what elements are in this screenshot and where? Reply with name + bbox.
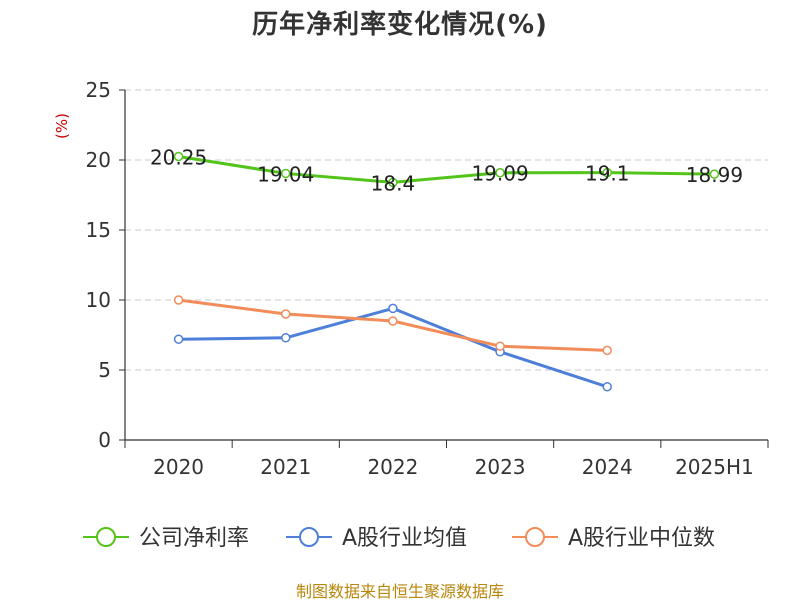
- x-tick-label: 2025H1: [675, 455, 754, 479]
- y-axis-label: (%): [53, 113, 71, 139]
- data-label: 19.09: [471, 162, 528, 186]
- legend-marker: [96, 527, 116, 547]
- grid-lines: [125, 89, 768, 371]
- data-source: 制图数据来自恒生聚源数据库: [295, 582, 504, 601]
- y-tick-label: 25: [86, 78, 111, 102]
- legend-label: A股行业中位数: [568, 526, 715, 551]
- x-tick-label: 2022: [367, 455, 418, 479]
- data-point: [173, 295, 184, 305]
- y-tick-label: 20: [86, 148, 111, 172]
- data-label: 19.1: [585, 162, 630, 186]
- data-point: [495, 341, 505, 351]
- y-tick-label: 5: [98, 358, 111, 382]
- data-point: [281, 333, 291, 343]
- data-point: [495, 167, 505, 178]
- y-tick-label: 0: [98, 428, 111, 452]
- x-tick-label: 2021: [260, 455, 311, 479]
- x-tick-label: 2020: [153, 455, 204, 479]
- data-label: 19.04: [257, 162, 314, 186]
- data-point: [173, 334, 184, 344]
- data-label: 18.4: [371, 171, 416, 195]
- data-label: 20.25: [150, 146, 207, 170]
- data-point: [388, 316, 398, 326]
- data-labels: 20.25 19.04 18.4 19.09 19.1 18.99: [150, 146, 743, 196]
- data-point: [388, 177, 398, 188]
- data-point: [602, 167, 612, 178]
- legend: 公司净利率 A股行业均值 A股行业中位数: [83, 526, 715, 551]
- data-point: [709, 169, 720, 179]
- data-label: 18.99: [686, 163, 743, 187]
- legend-marker: [299, 527, 319, 547]
- chart-title: 历年净利率变化情况(%): [252, 10, 548, 40]
- data-point: [281, 168, 291, 179]
- y-tick-label: 15: [86, 218, 111, 242]
- series-line: [178, 155, 715, 184]
- x-tick-label: 2023: [475, 455, 526, 479]
- data-point: [173, 151, 184, 162]
- x-tick-label: 2024: [582, 455, 633, 479]
- legend-marker: [525, 527, 545, 547]
- legend-label: 公司净利率: [139, 526, 249, 551]
- legend-label: A股行业均值: [342, 526, 467, 551]
- data-point: [602, 345, 612, 356]
- data-point: [281, 309, 291, 319]
- axes: 0 5 10 15 20 25 2020 2021 2022 2023 2024 2025H1: [86, 78, 769, 479]
- data-point: [602, 382, 612, 392]
- series-lines: [173, 151, 720, 392]
- data-point: [388, 303, 398, 314]
- y-tick-label: 10: [86, 288, 111, 312]
